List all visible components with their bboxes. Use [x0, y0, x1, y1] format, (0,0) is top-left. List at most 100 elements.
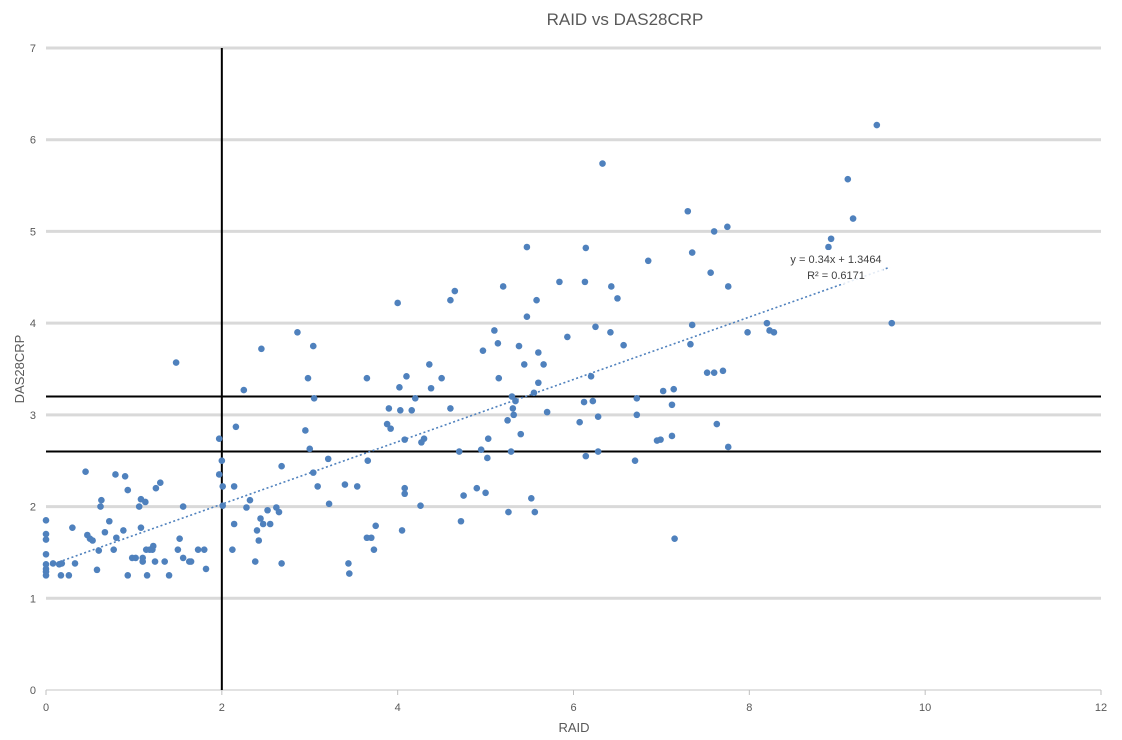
data-point — [447, 296, 454, 304]
data-point — [215, 435, 223, 443]
data-point — [457, 517, 465, 525]
data-point — [509, 405, 517, 412]
x-tick-label: 10 — [919, 702, 931, 714]
data-point — [535, 379, 542, 387]
data-point — [873, 121, 881, 129]
x-tick-label: 4 — [395, 702, 401, 714]
data-point — [120, 527, 127, 534]
data-point — [713, 420, 721, 428]
data-point — [176, 535, 183, 542]
trendline — [45, 266, 891, 568]
chart-title: RAID vs DAS28CRP — [547, 10, 704, 29]
data-point — [106, 517, 113, 525]
data-point — [631, 457, 639, 465]
data-point — [719, 367, 727, 375]
data-point — [113, 534, 120, 542]
data-point — [383, 420, 391, 428]
data-point — [844, 175, 852, 183]
data-point — [110, 546, 117, 553]
data-point — [124, 486, 132, 494]
data-point — [401, 490, 409, 498]
data-point — [455, 448, 463, 455]
y-tick-label: 6 — [30, 135, 36, 147]
data-point — [671, 535, 678, 542]
x-axis-label: RAID — [558, 720, 589, 735]
data-point — [426, 361, 433, 368]
trendline-r2: R² = 0.6171 — [807, 270, 865, 282]
data-point — [710, 228, 718, 235]
data-point — [607, 329, 614, 336]
data-point — [592, 323, 599, 331]
data-point — [495, 374, 503, 382]
data-point — [556, 278, 563, 286]
data-point — [620, 341, 627, 349]
data-point — [98, 496, 105, 504]
data-point — [325, 500, 333, 508]
data-point — [531, 508, 539, 516]
data-point — [543, 408, 551, 416]
trendline-annotation: y = 0.34x + 1.3464 R² = 0.6171 — [783, 250, 883, 284]
data-point — [151, 558, 159, 565]
data-point — [124, 572, 132, 579]
x-tick-label: 0 — [43, 702, 49, 714]
data-point — [93, 566, 101, 574]
data-point — [510, 411, 518, 419]
x-tick-label: 8 — [746, 702, 752, 714]
data-point — [258, 345, 265, 353]
data-point — [278, 462, 285, 470]
data-point — [187, 558, 195, 565]
data-point — [215, 471, 223, 478]
data-point — [403, 373, 410, 380]
data-point — [314, 483, 321, 490]
data-point — [507, 448, 515, 455]
data-point — [484, 435, 492, 443]
data-point — [385, 405, 393, 412]
data-point — [589, 397, 597, 405]
y-tick-label: 2 — [30, 502, 36, 514]
data-point — [540, 361, 547, 368]
data-point — [42, 536, 50, 543]
data-point — [614, 295, 621, 302]
data-point — [42, 572, 50, 579]
data-point — [243, 504, 250, 511]
data-point — [581, 278, 589, 286]
data-point — [179, 503, 187, 510]
data-point — [370, 546, 378, 553]
data-point — [594, 448, 602, 455]
data-point — [608, 283, 615, 290]
data-point — [659, 387, 667, 395]
data-point — [394, 299, 401, 307]
data-point — [668, 401, 676, 409]
data-point — [707, 269, 714, 277]
y-tick-label: 1 — [30, 593, 36, 605]
y-axis-label: DAS28CRP — [12, 335, 27, 404]
data-point — [259, 520, 267, 528]
y-tick-label: 0 — [30, 685, 36, 697]
data-point — [724, 223, 731, 231]
data-point — [275, 508, 283, 516]
data-point — [387, 425, 394, 432]
data-point — [849, 215, 857, 222]
data-point — [278, 560, 285, 567]
y-tick-label: 7 — [30, 43, 36, 55]
data-point — [508, 393, 516, 400]
data-point — [644, 257, 652, 265]
trendline-equation: y = 0.34x + 1.3464 — [790, 254, 881, 266]
data-point — [687, 340, 694, 348]
data-point — [504, 417, 511, 424]
data-point — [364, 457, 372, 465]
data-point — [246, 496, 254, 504]
data-point — [65, 572, 73, 579]
data-point — [309, 342, 317, 350]
data-point — [57, 572, 65, 579]
data-point — [523, 243, 531, 251]
data-point — [688, 249, 696, 256]
reference-lines — [46, 48, 1101, 690]
data-point — [520, 361, 528, 368]
data-point — [684, 207, 692, 215]
data-point — [219, 483, 227, 490]
data-point — [587, 373, 595, 380]
data-point — [152, 484, 160, 492]
data-point — [324, 455, 332, 463]
data-point — [888, 319, 896, 327]
